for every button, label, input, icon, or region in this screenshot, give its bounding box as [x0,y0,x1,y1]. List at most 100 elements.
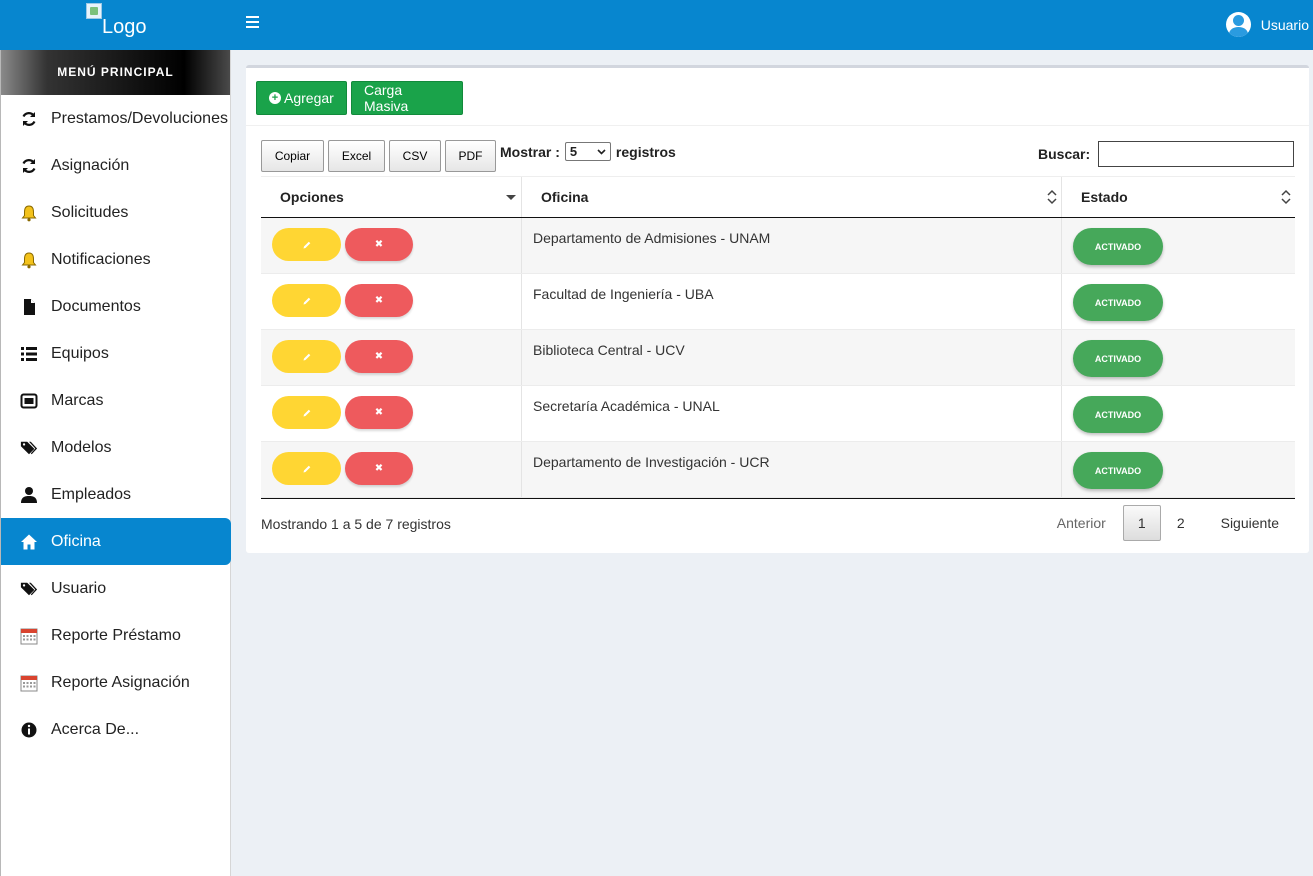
delete-button[interactable]: ✖ [345,396,413,429]
options-cell: ✖ [261,442,522,497]
sidebar-item-label: Solicitudes [51,203,129,221]
column-header-oficina[interactable]: Oficina [522,177,1062,217]
status-badge[interactable]: ACTIVADO [1073,452,1163,489]
options-cell: ✖ [261,386,522,441]
search-control: Buscar: [1038,141,1295,167]
edit-button[interactable] [272,340,341,373]
oficina-cell: Secretaría Académica - UNAL [522,386,1062,441]
table-row: ✖ Departamento de Admisiones - UNAM ACTIVA… [261,218,1295,274]
edit-button[interactable] [272,452,341,485]
sidebar-item-marcas[interactable]: Marcas [1,377,230,424]
sidebar-item-asignación[interactable]: Asignación [1,142,230,189]
offices-table: Opciones Oficina Estado ✖ Departamento de… [261,176,1295,499]
estado-cell: ACTIVADO [1062,218,1295,273]
sidebar-item-notificaciones[interactable]: Notificaciones [1,236,230,283]
sidebar-item-label: Modelos [51,438,112,456]
edit-button[interactable] [272,228,341,261]
sidebar-item-modelos[interactable]: Modelos [1,424,230,471]
sidebar-item-label: Reporte Asignación [51,673,190,691]
sidebar-item-label: Marcas [51,391,104,409]
page-button-1[interactable]: 1 [1122,505,1161,541]
sidebar-item-oficina[interactable]: Oficina [1,518,231,565]
table-row: ✖ Biblioteca Central - UCV ACTIVADO [261,330,1295,386]
column-label: Estado [1081,189,1128,205]
sidebar-item-label: Empleados [51,485,132,503]
options-cell: ✖ [261,218,522,273]
bell-icon [19,203,39,223]
sort-both-icon [1281,189,1291,205]
sidebar-item-usuario[interactable]: Usuario [1,565,230,612]
next-page-button[interactable]: Siguiente [1220,515,1279,531]
close-icon: ✖ [374,295,384,306]
menu-toggle-icon[interactable] [246,16,259,28]
calendar-icon [19,626,39,646]
status-badge[interactable]: ACTIVADO [1073,284,1163,321]
sidebar-title: MENÚ PRINCIPAL [1,50,230,95]
delete-button[interactable]: ✖ [345,284,413,317]
sidebar-item-equipos[interactable]: Equipos [1,330,230,377]
csv-button[interactable]: CSV [389,140,441,172]
column-header-opciones[interactable]: Opciones [261,177,522,217]
sidebar-item-acerca-de[interactable]: Acerca De... [1,706,230,753]
table-row: ✖ Facultad de Ingeniería - UBA ACTIVADO [261,274,1295,330]
user-label: Usuario [1260,16,1309,33]
sidebar: MENÚ PRINCIPAL Prestamos/Devoluciones Asi… [0,50,231,876]
excel-button[interactable]: Excel [328,140,385,172]
broken-image-icon [86,3,102,19]
sidebar-item-label: Equipos [51,344,109,362]
page-button-2[interactable]: 2 [1176,515,1185,531]
sidebar-item-documentos[interactable]: Documentos [1,283,230,330]
list-icon [19,344,39,364]
search-input[interactable] [1098,141,1295,167]
column-label: Opciones [280,189,344,205]
delete-button[interactable]: ✖ [345,340,413,373]
pencil-icon [303,409,310,416]
search-label: Buscar: [1038,146,1091,162]
sidebar-item-prestamos-devoluciones[interactable]: Prestamos/Devoluciones [1,95,230,142]
edit-button[interactable] [272,284,341,317]
bulk-upload-button[interactable]: Carga Masiva [351,81,463,115]
options-cell: ✖ [261,274,522,329]
sidebar-item-reporte-préstamo[interactable]: Reporte Préstamo [1,612,230,659]
column-label: Oficina [541,189,589,205]
chevron-down-icon [597,148,606,155]
file-icon [19,297,39,317]
logo[interactable]: Logo [86,2,147,39]
add-button[interactable]: + Agregar [256,81,347,115]
bulk-upload-label: Carga Masiva [364,82,409,114]
status-badge[interactable]: ACTIVADO [1073,340,1163,377]
copy-button[interactable]: Copiar [261,140,324,172]
page-length-control: Mostrar : 5 registros [500,142,676,161]
status-badge[interactable]: ACTIVADO [1073,396,1163,433]
table-row: ✖ Secretaría Académica - UNAL ACTIVADO [261,386,1295,442]
table-info: Mostrando 1 a 5 de 7 registros [261,516,451,532]
close-icon: ✖ [374,351,384,362]
user-menu[interactable]: Usuario [1225,12,1309,37]
refresh-icon [19,156,39,176]
sidebar-item-label: Oficina [51,532,101,550]
sidebar-item-solicitudes[interactable]: Solicitudes [1,189,230,236]
edit-button[interactable] [272,396,341,429]
sidebar-item-label: Prestamos/Devoluciones [51,109,228,127]
plus-circle-icon: + [269,92,281,104]
refresh-icon [19,109,39,129]
pencil-icon [303,297,310,304]
divider [246,125,1309,126]
estado-cell: ACTIVADO [1062,274,1295,329]
delete-button[interactable]: ✖ [345,228,413,261]
column-header-estado[interactable]: Estado [1062,177,1295,217]
previous-page-button[interactable]: Anterior [1056,515,1106,531]
estado-cell: ACTIVADO [1062,330,1295,385]
sort-desc-icon [506,195,516,200]
sidebar-item-label: Documentos [51,297,141,315]
close-icon: ✖ [374,407,384,418]
user-icon [19,485,39,505]
page-length-select[interactable]: 5 [564,142,611,161]
pdf-button[interactable]: PDF [445,140,496,172]
pencil-icon [303,241,310,248]
delete-button[interactable]: ✖ [345,452,413,485]
sidebar-item-empleados[interactable]: Empleados [1,471,230,518]
status-badge[interactable]: ACTIVADO [1073,228,1163,265]
pencil-icon [303,465,310,472]
sidebar-item-reporte-asignación[interactable]: Reporte Asignación [1,659,230,706]
